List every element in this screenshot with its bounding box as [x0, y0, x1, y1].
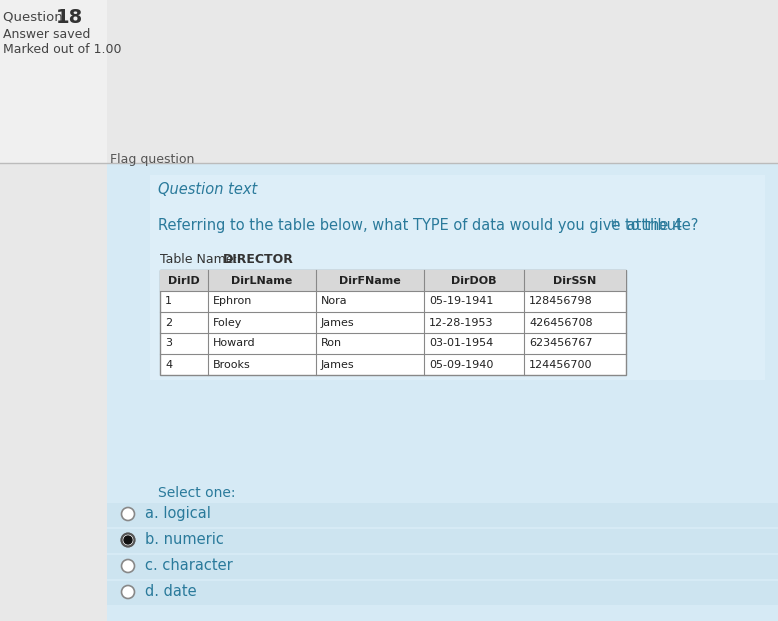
Text: Ephron: Ephron	[213, 296, 252, 307]
Text: Flag question: Flag question	[110, 153, 194, 166]
Bar	[107, 163, 778, 621]
Circle shape	[121, 507, 135, 520]
Text: Table Name:: Table Name:	[160, 253, 242, 266]
Text: th: th	[611, 219, 621, 229]
Circle shape	[121, 586, 135, 599]
Text: Foley: Foley	[213, 317, 243, 327]
Text: 03-01-1954: 03-01-1954	[429, 338, 493, 348]
Text: 3: 3	[165, 338, 172, 348]
Bar	[107, 529, 778, 553]
Bar	[160, 270, 626, 291]
Bar	[0, 163, 107, 621]
Circle shape	[124, 536, 132, 544]
Text: DirFName: DirFName	[339, 276, 401, 286]
Text: 128456798: 128456798	[529, 296, 593, 307]
Bar	[107, 555, 778, 579]
Bar	[107, 581, 778, 605]
Text: DirID: DirID	[168, 276, 200, 286]
Text: Nora: Nora	[321, 296, 348, 307]
Text: d. date: d. date	[145, 584, 197, 599]
Text: Ron: Ron	[321, 338, 342, 348]
Text: Question: Question	[3, 10, 67, 23]
Bar	[160, 270, 626, 375]
Text: James: James	[321, 317, 355, 327]
Circle shape	[121, 533, 135, 546]
Text: 05-09-1940: 05-09-1940	[429, 360, 493, 369]
Bar	[107, 0, 778, 163]
Text: DirLName: DirLName	[231, 276, 293, 286]
Text: Answer saved: Answer saved	[3, 28, 90, 41]
Text: 18: 18	[56, 8, 83, 27]
Text: b. numeric: b. numeric	[145, 532, 224, 547]
Text: Howard: Howard	[213, 338, 256, 348]
Bar	[107, 503, 778, 527]
Text: 2: 2	[165, 317, 172, 327]
Text: 05-19-1941: 05-19-1941	[429, 296, 493, 307]
Text: DIRECTOR: DIRECTOR	[223, 253, 293, 266]
Text: Referring to the table below, what TYPE of data would you give to the 4: Referring to the table below, what TYPE …	[158, 218, 682, 233]
Text: DirDOB: DirDOB	[451, 276, 496, 286]
Text: a. logical: a. logical	[145, 506, 211, 521]
Text: Brooks: Brooks	[213, 360, 251, 369]
Text: 426456708: 426456708	[529, 317, 593, 327]
Text: 1: 1	[165, 296, 172, 307]
Text: c. character: c. character	[145, 558, 233, 573]
Text: Select one:: Select one:	[158, 486, 236, 500]
Text: DirSSN: DirSSN	[553, 276, 597, 286]
Text: attribute?: attribute?	[622, 218, 699, 233]
Bar	[150, 175, 765, 380]
Text: Marked out of 1.00: Marked out of 1.00	[3, 43, 121, 56]
Text: James: James	[321, 360, 355, 369]
Text: 124456700: 124456700	[529, 360, 593, 369]
Bar	[0, 0, 107, 163]
Text: 12-28-1953: 12-28-1953	[429, 317, 493, 327]
Text: Question text: Question text	[158, 182, 258, 197]
Text: 4: 4	[165, 360, 172, 369]
Text: 623456767: 623456767	[529, 338, 593, 348]
Circle shape	[121, 560, 135, 573]
